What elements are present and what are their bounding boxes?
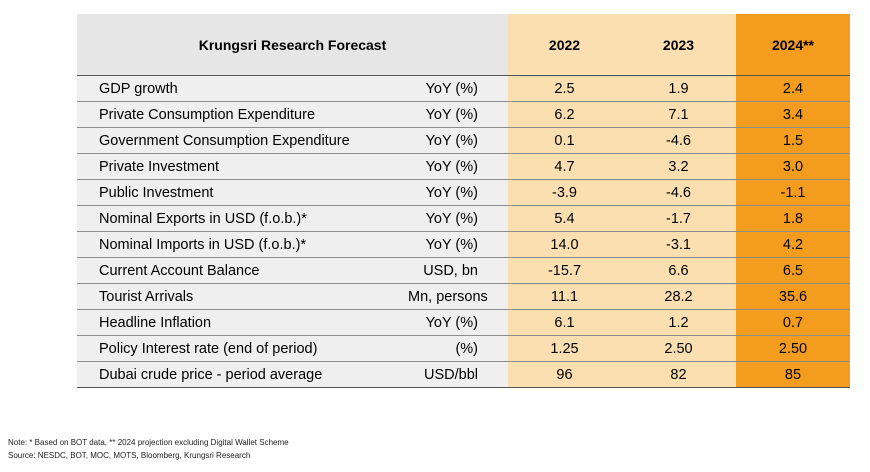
row-unit: Mn, persons bbox=[408, 283, 508, 310]
table-row: Private Consumption Expenditure YoY (%) 6.… bbox=[77, 101, 850, 128]
value-cell: 1.9 bbox=[621, 75, 736, 102]
value-cell: 3.2 bbox=[621, 153, 736, 180]
note-text: Note: * Based on BOT data, ** 2024 proje… bbox=[8, 438, 289, 447]
value-cell: -3.1 bbox=[621, 231, 736, 258]
value-cell: 6.1 bbox=[508, 309, 621, 336]
value-cell: 0.7 bbox=[736, 309, 850, 336]
value-cell: 0.1 bbox=[508, 127, 621, 154]
value-cell: -4.6 bbox=[621, 127, 736, 154]
row-label: Dubai crude price - period average bbox=[77, 361, 408, 388]
table-title: Krungsri Research Forecast bbox=[77, 14, 508, 76]
row-unit: YoY (%) bbox=[408, 309, 508, 336]
row-label: Nominal Exports in USD (f.o.b.)* bbox=[77, 205, 408, 232]
value-cell: 82 bbox=[621, 361, 736, 388]
table-header-row: Krungsri Research Forecast 2022 2023 202… bbox=[77, 14, 850, 76]
value-cell: 2.50 bbox=[736, 335, 850, 362]
row-unit: USD, bn bbox=[408, 257, 508, 284]
row-label: Government Consumption Expenditure bbox=[77, 127, 408, 154]
row-unit: YoY (%) bbox=[408, 153, 508, 180]
value-cell: 11.1 bbox=[508, 283, 621, 310]
table-row: Dubai crude price - period average USD/bb… bbox=[77, 361, 850, 388]
year-header-2024: 2024** bbox=[736, 14, 850, 76]
value-cell: 5.4 bbox=[508, 205, 621, 232]
row-unit: YoY (%) bbox=[408, 231, 508, 258]
forecast-table-container: Krungsri Research Forecast 2022 2023 202… bbox=[77, 14, 850, 388]
row-unit: YoY (%) bbox=[408, 127, 508, 154]
row-label: Private Consumption Expenditure bbox=[77, 101, 408, 128]
row-unit: (%) bbox=[408, 335, 508, 362]
row-unit: YoY (%) bbox=[408, 179, 508, 206]
table-row: Nominal Imports in USD (f.o.b.)* YoY (%) 1… bbox=[77, 231, 850, 258]
table-row: Current Account Balance USD, bn -15.7 6.6 6.… bbox=[77, 257, 850, 284]
row-unit: USD/bbl bbox=[408, 361, 508, 388]
footnotes: Note: * Based on BOT data, ** 2024 proje… bbox=[8, 436, 289, 462]
value-cell: 7.1 bbox=[621, 101, 736, 128]
value-cell: 2.4 bbox=[736, 75, 850, 102]
table-row: Policy Interest rate (end of period) (%) 1… bbox=[77, 335, 850, 362]
value-cell: 28.2 bbox=[621, 283, 736, 310]
row-label: Nominal Imports in USD (f.o.b.)* bbox=[77, 231, 408, 258]
value-cell: 6.5 bbox=[736, 257, 850, 284]
value-cell: 6.6 bbox=[621, 257, 736, 284]
table-body: GDP growth YoY (%) 2.5 1.9 2.4 Private Consum… bbox=[77, 75, 850, 388]
row-label: Public Investment bbox=[77, 179, 408, 206]
forecast-table: Krungsri Research Forecast 2022 2023 202… bbox=[77, 14, 850, 388]
table-row: Private Investment YoY (%) 4.7 3.2 3.0 bbox=[77, 153, 850, 180]
value-cell: 1.8 bbox=[736, 205, 850, 232]
value-cell: 2.5 bbox=[508, 75, 621, 102]
value-cell: -1.7 bbox=[621, 205, 736, 232]
table-row: GDP growth YoY (%) 2.5 1.9 2.4 bbox=[77, 75, 850, 102]
value-cell: -4.6 bbox=[621, 179, 736, 206]
value-cell: 1.2 bbox=[621, 309, 736, 336]
row-label: Policy Interest rate (end of period) bbox=[77, 335, 408, 362]
value-cell: 85 bbox=[736, 361, 850, 388]
year-header-2022: 2022 bbox=[508, 14, 621, 76]
row-unit: YoY (%) bbox=[408, 205, 508, 232]
value-cell: 3.0 bbox=[736, 153, 850, 180]
value-cell: 2.50 bbox=[621, 335, 736, 362]
row-label: Private Investment bbox=[77, 153, 408, 180]
value-cell: 14.0 bbox=[508, 231, 621, 258]
table-row: Headline Inflation YoY (%) 6.1 1.2 0.7 bbox=[77, 309, 850, 336]
value-cell: 3.4 bbox=[736, 101, 850, 128]
value-cell: 6.2 bbox=[508, 101, 621, 128]
year-header-2023: 2023 bbox=[621, 14, 736, 76]
source-text: Source: NESDC, BOT, MOC, MOTS, Bloomberg… bbox=[8, 451, 251, 460]
value-cell: -15.7 bbox=[508, 257, 621, 284]
row-label: Current Account Balance bbox=[77, 257, 408, 284]
row-label: Headline Inflation bbox=[77, 309, 408, 336]
table-row: Tourist Arrivals Mn, persons 11.1 28.2 35.6 bbox=[77, 283, 850, 310]
table-row: Public Investment YoY (%) -3.9 -4.6 -1.1 bbox=[77, 179, 850, 206]
row-unit: YoY (%) bbox=[408, 101, 508, 128]
value-cell: 4.7 bbox=[508, 153, 621, 180]
value-cell: 4.2 bbox=[736, 231, 850, 258]
value-cell: -1.1 bbox=[736, 179, 850, 206]
value-cell: 1.25 bbox=[508, 335, 621, 362]
table-row: Nominal Exports in USD (f.o.b.)* YoY (%) 5… bbox=[77, 205, 850, 232]
value-cell: 35.6 bbox=[736, 283, 850, 310]
value-cell: -3.9 bbox=[508, 179, 621, 206]
row-label: GDP growth bbox=[77, 75, 408, 102]
table-row: Government Consumption Expenditure YoY (%… bbox=[77, 127, 850, 154]
value-cell: 96 bbox=[508, 361, 621, 388]
value-cell: 1.5 bbox=[736, 127, 850, 154]
row-label: Tourist Arrivals bbox=[77, 283, 408, 310]
row-unit: YoY (%) bbox=[408, 75, 508, 102]
